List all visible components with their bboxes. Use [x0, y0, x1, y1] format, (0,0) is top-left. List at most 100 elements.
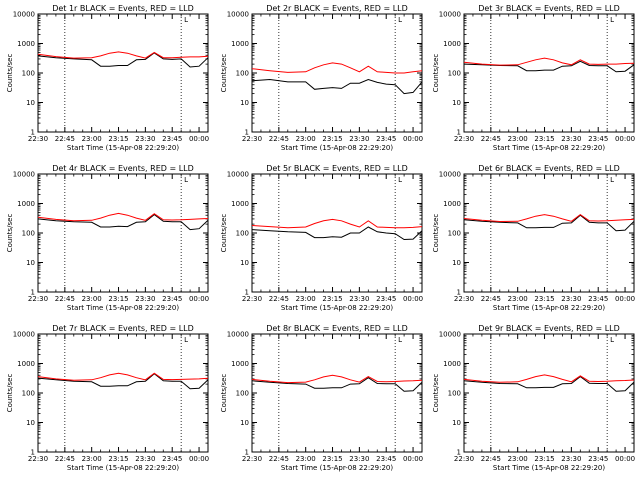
y-tick-label: 10: [452, 99, 461, 107]
x-tick-label: 23:00: [296, 135, 316, 143]
plot-frame: [251, 333, 423, 453]
events-series-line: [251, 226, 423, 241]
panel-4: Det 4r BLACK = Events, RED = LLD 1 10 100 10…: [6, 164, 209, 312]
y-tick-label: 1: [245, 289, 249, 297]
y-tick-label: 10: [26, 259, 35, 267]
x-tick-label: 23:00: [508, 455, 528, 463]
x-tick-label: 23:15: [108, 295, 128, 303]
x-tick-label: 22:30: [454, 135, 474, 143]
x-tick-label: 22:30: [28, 455, 48, 463]
x-axis-label: Start Time (15-Apr-08 22:29:20): [67, 144, 179, 152]
events-series-line: [251, 78, 423, 95]
y-axis-label: Counts/sec: [6, 54, 14, 93]
x-tick-label: 23:00: [296, 295, 316, 303]
panel-title: Det 1r BLACK = Events, RED = LLD: [52, 4, 194, 13]
x-tick-label: 22:30: [242, 455, 262, 463]
y-tick-label: 10000: [13, 11, 35, 19]
x-tick-label: 00:00: [403, 295, 423, 303]
x-tick-label: 23:00: [82, 455, 102, 463]
x-tick-label: 23:00: [508, 295, 528, 303]
x-tick-label: 22:30: [242, 295, 262, 303]
y-tick-label: 100: [448, 230, 461, 238]
lld-series-line: [37, 212, 209, 222]
y-tick-label: 10: [240, 99, 249, 107]
x-tick-label: 23:45: [376, 135, 396, 143]
plot-frame: [251, 173, 423, 293]
x-tick-label: 23:30: [135, 135, 155, 143]
panel-3: Det 3r BLACK = Events, RED = LLD 1 10 100 10…: [432, 4, 635, 152]
panel-1: Det 1r BLACK = Events, RED = LLD 1 10 100 10…: [6, 4, 209, 152]
x-tick-label: 23:15: [322, 295, 342, 303]
corner-marker: L: [398, 336, 402, 344]
y-tick-label: 1000: [231, 200, 249, 208]
panel-7: Det 7r BLACK = Events, RED = LLD 1 10 100 10…: [6, 324, 209, 472]
y-tick-label: 1: [31, 449, 35, 457]
plot-frame: [37, 13, 209, 133]
x-tick-label: 23:15: [322, 455, 342, 463]
x-tick-label: 00:00: [403, 455, 423, 463]
lld-series-line: [463, 57, 635, 66]
x-tick-label: 23:15: [322, 135, 342, 143]
x-tick-label: 00:00: [615, 455, 635, 463]
x-axis-label: Start Time (15-Apr-08 22:29:20): [281, 464, 393, 472]
events-series-line: [37, 213, 209, 231]
x-tick-label: 23:00: [82, 135, 102, 143]
y-tick-label: 10000: [227, 171, 249, 179]
x-tick-label: 00:00: [403, 135, 423, 143]
y-tick-label: 10000: [439, 331, 461, 339]
x-tick-label: 22:45: [55, 455, 75, 463]
y-tick-label: 1: [457, 289, 461, 297]
events-series-line: [251, 377, 423, 392]
events-series-line: [463, 60, 635, 73]
y-tick-label: 10: [26, 419, 35, 427]
x-tick-label: 23:00: [508, 135, 528, 143]
y-tick-label: 10: [452, 419, 461, 427]
y-tick-label: 1: [457, 449, 461, 457]
y-tick-label: 1000: [443, 360, 461, 368]
y-tick-label: 1000: [443, 200, 461, 208]
y-axis-label: Counts/sec: [432, 54, 440, 93]
corner-marker: L: [184, 336, 188, 344]
panel-title: Det 8r BLACK = Events, RED = LLD: [266, 324, 408, 333]
y-tick-label: 100: [236, 390, 249, 398]
y-axis-label: Counts/sec: [432, 374, 440, 413]
x-tick-label: 22:30: [454, 455, 474, 463]
y-tick-label: 10000: [13, 331, 35, 339]
x-tick-label: 23:45: [162, 295, 182, 303]
lld-series-line: [251, 218, 423, 229]
y-tick-label: 1: [245, 129, 249, 137]
panel-title: Det 3r BLACK = Events, RED = LLD: [478, 4, 620, 13]
y-tick-label: 1: [31, 289, 35, 297]
plot-frame: [463, 173, 635, 293]
lld-series-line: [463, 374, 635, 383]
panel-9: Det 9r BLACK = Events, RED = LLD 1 10 100 10…: [432, 324, 635, 472]
panel-title: Det 5r BLACK = Events, RED = LLD: [266, 164, 408, 173]
y-tick-label: 1: [31, 129, 35, 137]
x-tick-label: 22:45: [55, 295, 75, 303]
x-tick-label: 23:30: [135, 295, 155, 303]
lld-series-line: [37, 372, 209, 381]
y-axis-label: Counts/sec: [220, 214, 228, 253]
events-series-line: [37, 373, 209, 390]
y-tick-label: 1000: [443, 40, 461, 48]
y-axis-label: Counts/sec: [220, 54, 228, 93]
x-tick-label: 23:00: [82, 295, 102, 303]
y-axis-label: Counts/sec: [6, 214, 14, 253]
x-tick-label: 22:45: [481, 135, 501, 143]
x-tick-label: 23:30: [561, 455, 581, 463]
x-tick-label: 00:00: [189, 135, 209, 143]
x-tick-label: 22:30: [242, 135, 262, 143]
x-tick-label: 22:45: [481, 295, 501, 303]
lld-series-line: [251, 374, 423, 384]
panel-6: Det 6r BLACK = Events, RED = LLD 1 10 100 10…: [432, 164, 635, 312]
events-series-line: [37, 52, 209, 68]
panel-title: Det 4r BLACK = Events, RED = LLD: [52, 164, 194, 173]
x-tick-label: 22:45: [481, 455, 501, 463]
y-tick-label: 10000: [439, 11, 461, 19]
y-axis-label: Counts/sec: [220, 374, 228, 413]
lld-series-line: [251, 62, 423, 74]
plot-frame: [463, 333, 635, 453]
y-tick-label: 10000: [13, 171, 35, 179]
x-tick-label: 23:15: [108, 455, 128, 463]
